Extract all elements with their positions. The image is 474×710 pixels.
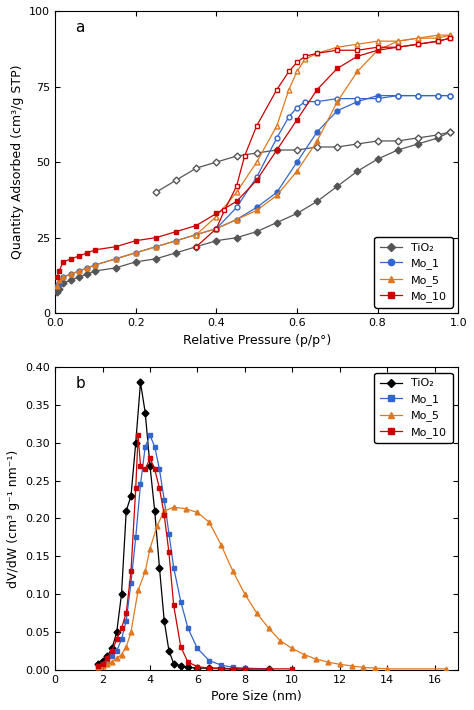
Legend: TiO₂, Mo_1, Mo_5, Mo_10: TiO₂, Mo_1, Mo_5, Mo_10 — [374, 373, 453, 443]
Legend: TiO₂, Mo_1, Mo_5, Mo_10: TiO₂, Mo_1, Mo_5, Mo_10 — [374, 237, 453, 307]
Text: a: a — [75, 20, 85, 35]
Y-axis label: dV/dW (cm³ g⁻¹ nm⁻¹): dV/dW (cm³ g⁻¹ nm⁻¹) — [7, 449, 20, 588]
Y-axis label: Quantity Adsorbed (cm³/g STP): Quantity Adsorbed (cm³/g STP) — [11, 65, 24, 259]
X-axis label: Relative Pressure (p/p°): Relative Pressure (p/p°) — [182, 334, 331, 346]
Text: b: b — [75, 376, 85, 391]
X-axis label: Pore Size (nm): Pore Size (nm) — [211, 690, 302, 703]
